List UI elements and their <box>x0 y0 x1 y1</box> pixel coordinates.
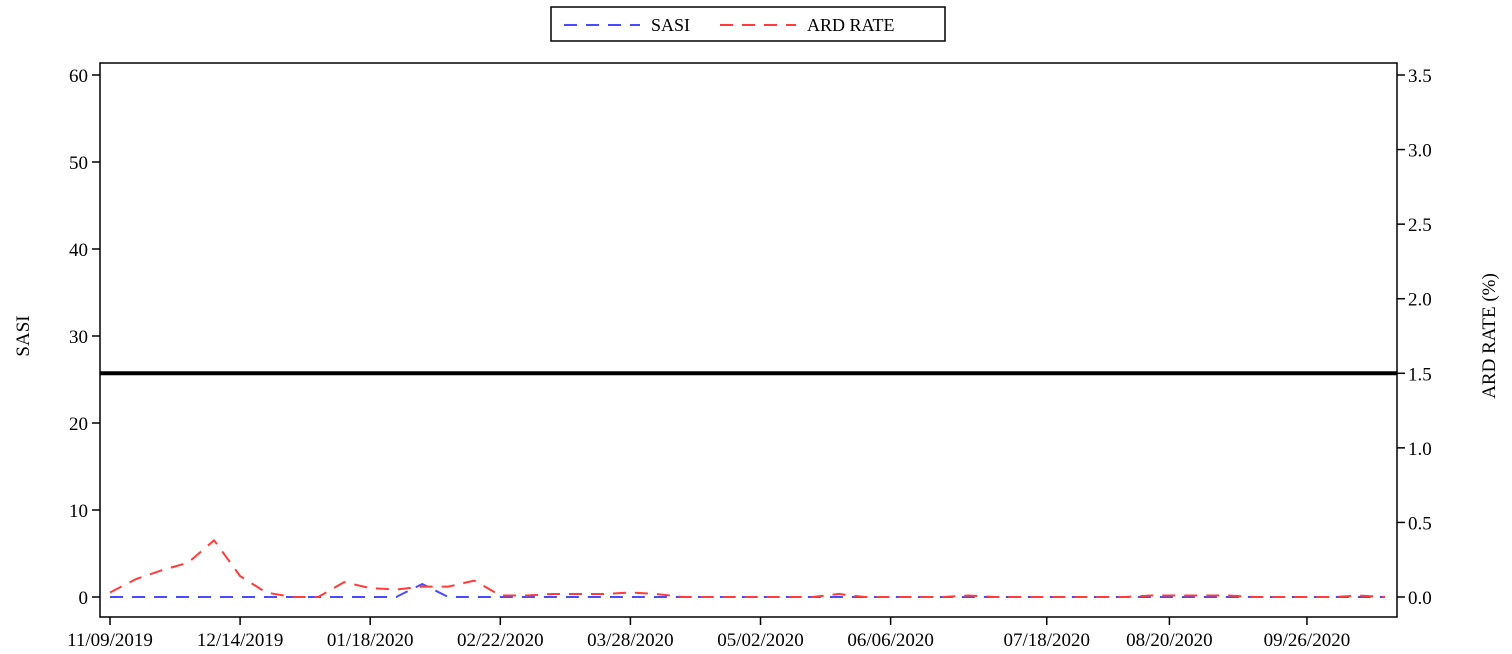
x-tick-label: 06/06/2020 <box>847 630 934 651</box>
legend: SASI ARD RATE <box>550 6 946 42</box>
y-left-tick-label: 10 <box>69 501 88 522</box>
y-left-tick-label: 30 <box>69 327 88 348</box>
x-tick-label: 01/18/2020 <box>327 630 414 651</box>
y-right-tick-label: 3.0 <box>1408 141 1432 162</box>
y-right-tick-label: 1.5 <box>1408 364 1432 385</box>
axes-ticks: 0 10 20 30 40 50 60 0.0 0.5 1.0 1.5 2.0 2.5 3.0 3.5 11/… <box>67 66 1432 651</box>
y-left-tick-label: 50 <box>69 153 88 174</box>
y-left-tick-label: 20 <box>69 414 88 435</box>
x-tick-label: 03/28/2020 <box>587 630 674 651</box>
y-left-axis-label: SASI <box>13 315 34 356</box>
x-tick-label: 12/14/2019 <box>197 630 284 651</box>
legend-ard-label: ARD RATE <box>807 15 895 35</box>
series-group <box>109 539 1386 598</box>
y-right-tick-label: 2.5 <box>1408 215 1432 236</box>
series-line-ard-rate <box>109 539 1386 598</box>
plot-area-frame <box>99 62 1398 618</box>
x-tick-label: 05/02/2020 <box>717 630 804 651</box>
y-right-tick-label: 3.5 <box>1408 66 1432 87</box>
y-right-tick-label: 1.0 <box>1408 439 1432 460</box>
y-left-tick-label: 60 <box>69 66 88 87</box>
legend-sasi-label: SASI <box>651 15 690 35</box>
y-right-tick-label: 0.5 <box>1408 513 1432 534</box>
y-right-tick-label: 2.0 <box>1408 290 1432 311</box>
y-right-tick-label: 0.0 <box>1408 588 1432 609</box>
x-tick-label: 02/22/2020 <box>457 630 544 651</box>
x-tick-label: 09/26/2020 <box>1264 630 1351 651</box>
y-left-tick-label: 0 <box>79 588 89 609</box>
x-tick-label: 11/09/2019 <box>67 630 153 651</box>
x-tick-label: 07/18/2020 <box>1003 630 1090 651</box>
y-left-tick-label: 40 <box>69 240 88 261</box>
y-right-axis-label: ARD RATE (%) <box>1479 273 1500 399</box>
x-tick-label: 08/20/2020 <box>1126 630 1213 651</box>
